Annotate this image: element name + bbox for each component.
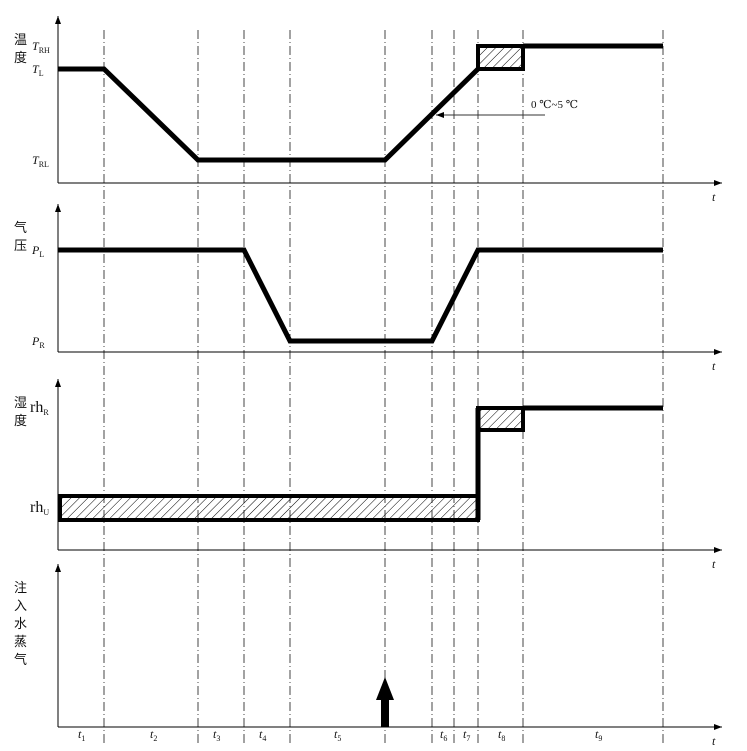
level-label-sub: U (43, 508, 49, 517)
level-label: TRH (32, 39, 50, 55)
interval-label-5-main: t (334, 727, 338, 741)
interval-label-3-main: t (213, 727, 217, 741)
interval-label-3: t3 (213, 727, 220, 743)
x-axis-label-1: t (712, 190, 716, 204)
interval-label-5: t5 (334, 727, 341, 743)
level-label: PL (31, 243, 44, 259)
y-axis-label-char: 湿 (14, 395, 27, 410)
level-label-sub: L (39, 69, 44, 78)
level-label-main: rh (30, 499, 43, 516)
pressure-curve (58, 247, 663, 344)
level-label: TL (32, 62, 44, 78)
interval-label-1: t1 (78, 727, 85, 743)
level-label-main: rh (30, 399, 43, 416)
level-label-main: T (32, 153, 40, 167)
interval-label-8: t8 (498, 727, 505, 743)
interval-label-7: t7 (463, 727, 470, 743)
interval-label-8-sub: 8 (501, 734, 505, 743)
interval-label-4-main: t (259, 727, 263, 741)
annotation-text: 0 ℃~5 ℃ (531, 99, 578, 111)
y-axis-label-char: 水 (14, 616, 27, 631)
interval-label-5-sub: 5 (337, 734, 341, 743)
y-axis-label-char: 气 (14, 220, 27, 235)
interval-label-2-main: t (150, 727, 154, 741)
x-axis-label-2: t (712, 359, 716, 373)
level-label-sub: R (43, 408, 49, 417)
temperature-curve (58, 66, 480, 163)
y-axis-label-char: 度 (14, 50, 27, 65)
interval-label-1-sub: 1 (81, 734, 85, 743)
level-label-sub: R (39, 341, 45, 350)
interval-label-6-sub: 6 (443, 734, 447, 743)
interval-label-8-main: t (498, 727, 502, 741)
humidity-uncontrolled-box (58, 494, 480, 522)
interval-label-9-main: t (595, 727, 599, 741)
x-axis-label-3: t (712, 557, 716, 571)
interval-label-4-sub: 4 (262, 734, 266, 743)
interval-label-2: t2 (150, 727, 157, 743)
y-axis-label-char: 压 (14, 238, 27, 253)
interval-label-6: t6 (440, 727, 447, 743)
interval-label-3-sub: 3 (216, 734, 220, 743)
level-label-main: P (31, 334, 40, 348)
level-label-sub: RL (39, 160, 49, 169)
humidity-tolerance-box (476, 406, 525, 432)
steam-arrow-head (376, 677, 394, 700)
level-label: rhR (30, 399, 49, 417)
y-axis-label-char: 注 (14, 580, 27, 595)
y-axis-label-char: 气 (14, 652, 27, 667)
y-axis-label-char: 温 (14, 32, 27, 47)
interval-label-6-main: t (440, 727, 444, 741)
level-label: TRL (32, 153, 49, 169)
interval-label-7-sub: 7 (466, 734, 470, 743)
level-label-main: T (32, 39, 40, 53)
interval-label-4: t4 (259, 727, 266, 743)
level-label: PR (31, 334, 45, 350)
x-axis-label-4: t (712, 734, 716, 748)
y-axis-label-char: 度 (14, 413, 27, 428)
steam-arrow-shaft (381, 697, 389, 727)
interval-label-9: t9 (595, 727, 602, 743)
interval-label-9-sub: 9 (598, 734, 602, 743)
level-label-sub: L (39, 250, 44, 259)
interval-label-7-main: t (463, 727, 467, 741)
level-label-sub: RH (39, 46, 50, 55)
level-label: rhU (30, 499, 49, 517)
level-label-main: T (32, 62, 40, 76)
level-label-main: P (31, 243, 40, 257)
interval-label-2-sub: 2 (153, 734, 157, 743)
temperature-tolerance-box (476, 44, 525, 71)
y-axis-label-char: 蒸 (14, 634, 27, 649)
y-axis-label-char: 入 (14, 598, 27, 613)
interval-label-1-main: t (78, 727, 82, 741)
